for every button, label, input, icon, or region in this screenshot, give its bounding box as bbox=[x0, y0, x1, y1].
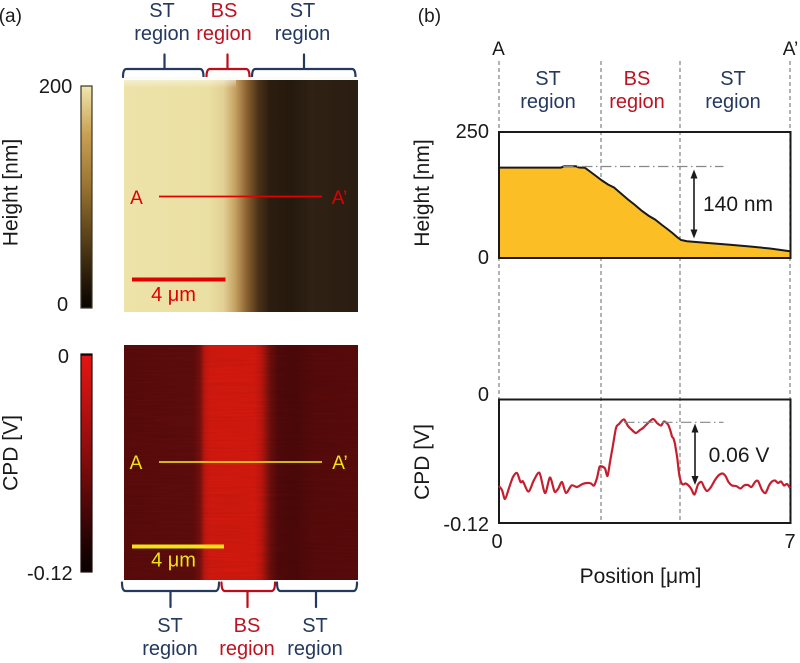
svg-text:250: 250 bbox=[456, 121, 489, 143]
svg-text:BS: BS bbox=[211, 0, 238, 22]
svg-text:ST: ST bbox=[290, 0, 316, 22]
svg-text:A: A bbox=[492, 39, 505, 60]
svg-text:A: A bbox=[130, 188, 143, 209]
svg-text:0: 0 bbox=[57, 294, 68, 316]
svg-text:0: 0 bbox=[58, 346, 69, 368]
svg-text:0: 0 bbox=[491, 531, 502, 553]
svg-text:region: region bbox=[705, 91, 761, 113]
svg-text:7: 7 bbox=[784, 531, 795, 553]
svg-text:region: region bbox=[275, 23, 331, 45]
svg-text:Height [nm]: Height [nm] bbox=[411, 139, 434, 246]
svg-text:region: region bbox=[134, 23, 190, 45]
svg-text:A’: A’ bbox=[783, 39, 798, 60]
svg-text:region: region bbox=[609, 91, 665, 113]
svg-text:CPD [V]: CPD [V] bbox=[411, 424, 434, 500]
svg-text:CPD [V]: CPD [V] bbox=[0, 415, 23, 491]
svg-text:A: A bbox=[130, 453, 143, 474]
svg-text:region: region bbox=[287, 638, 343, 660]
svg-text:(b): (b) bbox=[418, 6, 441, 27]
svg-text:region: region bbox=[196, 23, 252, 45]
svg-text:0: 0 bbox=[478, 384, 489, 406]
svg-text:0: 0 bbox=[478, 247, 489, 269]
svg-text:ST: ST bbox=[535, 68, 561, 90]
svg-text:4 μm: 4 μm bbox=[151, 284, 196, 306]
svg-text:Height [nm]: Height [nm] bbox=[0, 139, 23, 246]
svg-text:region: region bbox=[219, 638, 275, 660]
svg-text:region: region bbox=[520, 91, 576, 113]
svg-text:region: region bbox=[142, 638, 198, 660]
svg-text:ST: ST bbox=[149, 0, 175, 22]
svg-text:ST: ST bbox=[157, 615, 183, 637]
svg-text:-0.12: -0.12 bbox=[443, 514, 489, 536]
svg-text:0.06 V: 0.06 V bbox=[709, 444, 770, 467]
svg-text:BS: BS bbox=[234, 615, 261, 637]
svg-text:Position [μm]: Position [μm] bbox=[580, 565, 702, 588]
svg-text:140 nm: 140 nm bbox=[703, 193, 773, 216]
svg-text:4 μm: 4 μm bbox=[151, 550, 196, 572]
svg-text:ST: ST bbox=[302, 615, 328, 637]
svg-text:(a): (a) bbox=[0, 6, 22, 27]
svg-text:-0.12: -0.12 bbox=[27, 563, 73, 585]
svg-text:200: 200 bbox=[39, 76, 72, 98]
svg-text:A’: A’ bbox=[332, 188, 347, 209]
svg-text:A’: A’ bbox=[332, 453, 347, 474]
svg-text:BS: BS bbox=[624, 68, 651, 90]
svg-text:ST: ST bbox=[720, 68, 746, 90]
